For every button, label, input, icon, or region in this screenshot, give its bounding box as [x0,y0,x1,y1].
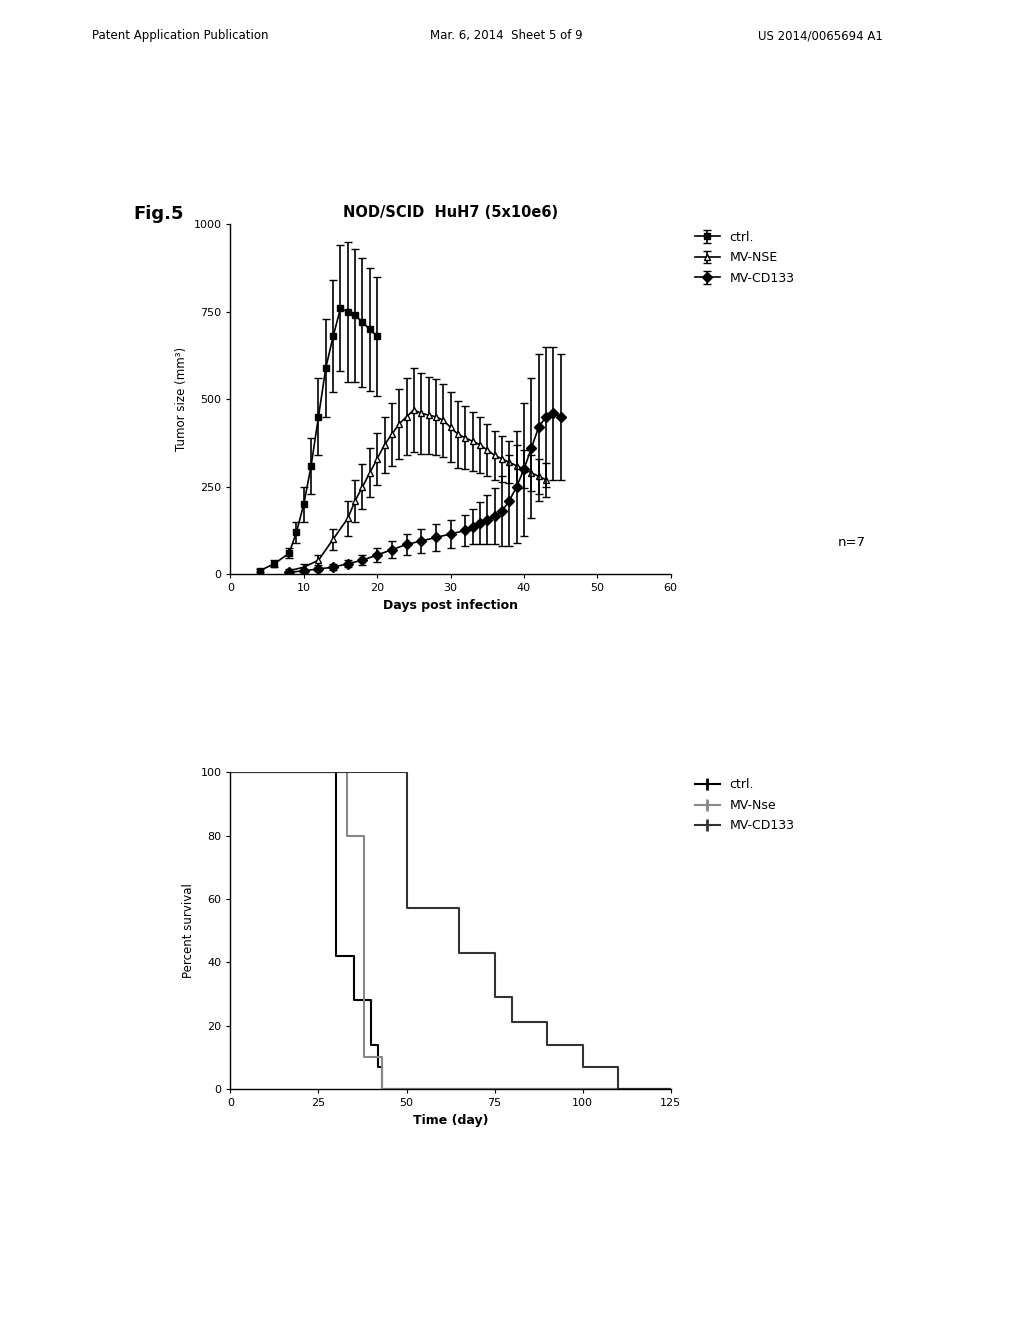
MV-Nse [341,764,353,780]
MV-CD133 [400,764,413,780]
MV-Nse [358,828,371,843]
ctrl. [665,1081,677,1097]
MV-CD133 [454,945,466,961]
MV-Nse [379,1081,391,1097]
MV-CD133 [400,900,413,916]
MV-Nse [376,1081,388,1097]
MV-CD133 [611,1059,624,1074]
X-axis label: Days post infection: Days post infection [383,599,518,611]
MV-Nse [376,1049,388,1065]
ctrl. [372,1036,384,1052]
ctrl. [330,764,342,780]
ctrl. [372,1059,384,1074]
ctrl. [376,1081,388,1097]
MV-Nse [224,764,237,780]
ctrl. [347,948,359,964]
MV-CD133 [577,1036,589,1052]
Text: Mar. 6, 2014  Sheet 5 of 9: Mar. 6, 2014 Sheet 5 of 9 [430,29,583,42]
MV-CD133 [506,989,518,1005]
ctrl. [347,993,359,1008]
Text: US 2014/0065694 A1: US 2014/0065694 A1 [758,29,883,42]
Line: MV-CD133: MV-CD133 [230,772,671,1089]
Text: n=7: n=7 [838,536,866,549]
MV-CD133 [665,1081,677,1097]
MV-CD133 [506,1015,518,1031]
Y-axis label: Tumor size (mm³): Tumor size (mm³) [175,347,187,451]
MV-CD133 [488,989,501,1005]
ctrl. [330,948,342,964]
ctrl. [224,764,237,780]
MV-Nse [341,828,353,843]
MV-CD133 [577,1059,589,1074]
Y-axis label: Percent survival: Percent survival [182,883,195,978]
X-axis label: Time (day): Time (day) [413,1114,488,1126]
MV-CD133 [542,1015,554,1031]
MV-CD133 [454,900,466,916]
Text: Fig.5: Fig.5 [133,205,183,223]
Line: ctrl.: ctrl. [230,772,671,1089]
MV-CD133 [611,1081,624,1097]
Title: NOD/SCID  HuH7 (5x10e6): NOD/SCID HuH7 (5x10e6) [343,206,558,220]
Line: MV-Nse: MV-Nse [230,772,671,1089]
Legend: ctrl., MV-Nse, MV-CD133: ctrl., MV-Nse, MV-CD133 [694,779,795,833]
MV-CD133 [488,945,501,961]
MV-Nse [358,1049,371,1065]
MV-Nse [379,1081,391,1097]
MV-Nse [665,1081,677,1097]
MV-CD133 [224,764,237,780]
MV-CD133 [542,1036,554,1052]
ctrl. [366,993,378,1008]
Legend: ctrl., MV-NSE, MV-CD133: ctrl., MV-NSE, MV-CD133 [694,231,795,285]
ctrl. [376,1059,388,1074]
Text: Patent Application Publication: Patent Application Publication [92,29,268,42]
ctrl. [366,1036,378,1052]
